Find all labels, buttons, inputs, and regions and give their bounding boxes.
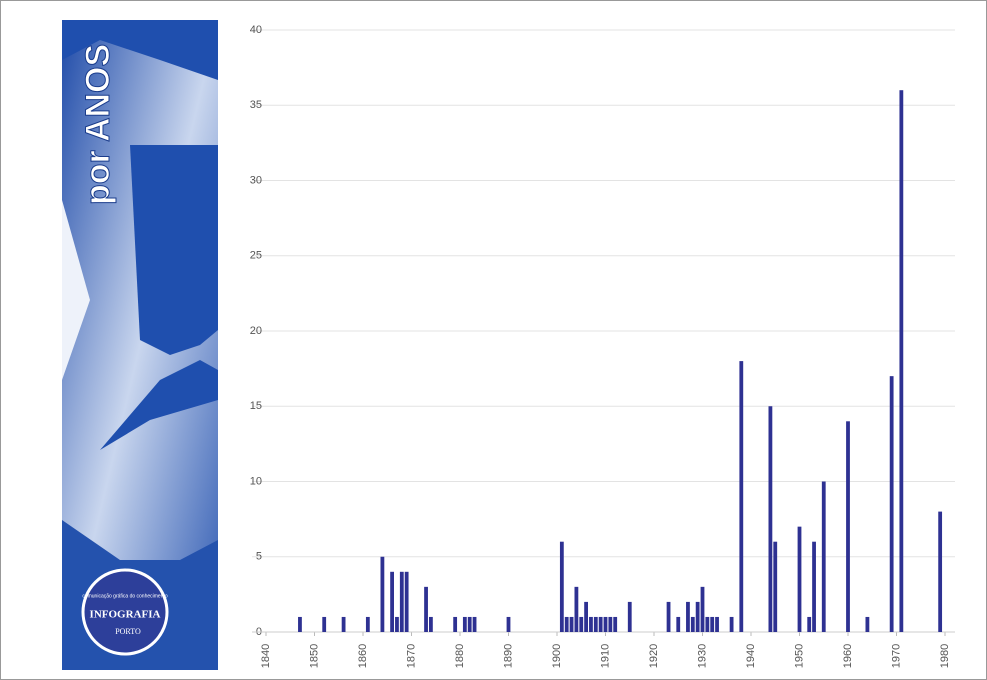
bar [715, 617, 719, 632]
bar [468, 617, 472, 632]
x-tick-label: 1860 [357, 644, 369, 668]
bar [938, 512, 942, 632]
bar [730, 617, 734, 632]
side-panel: por ANOS comunicação gráfica do conhecim… [62, 20, 218, 670]
x-tick-label: 1960 [842, 644, 854, 668]
bar [807, 617, 811, 632]
x-tick-label: 1870 [405, 644, 417, 668]
panel-shape [130, 145, 218, 355]
bar [846, 421, 850, 632]
bar [390, 572, 394, 632]
bar [560, 542, 564, 632]
x-tick-label: 1840 [260, 644, 272, 668]
bar [667, 602, 671, 632]
y-tick-label: 20 [250, 325, 262, 337]
bar [507, 617, 511, 632]
bar [773, 542, 777, 632]
bar [628, 602, 632, 632]
bar [798, 527, 802, 632]
bar [866, 617, 870, 632]
x-tick-label: 1980 [939, 644, 951, 668]
bar [599, 617, 603, 632]
bar [405, 572, 409, 632]
bar [890, 376, 894, 632]
bar [395, 617, 399, 632]
bar [424, 587, 428, 632]
bar [686, 602, 690, 632]
x-tick-label: 1950 [793, 644, 805, 668]
bar [705, 617, 709, 632]
y-tick-label: 15 [250, 400, 262, 412]
bar [613, 617, 617, 632]
bar [676, 617, 680, 632]
bar [822, 482, 826, 633]
bar [769, 406, 773, 632]
bar [463, 617, 467, 632]
bar [812, 542, 816, 632]
bar [381, 557, 385, 632]
bar [366, 617, 370, 632]
y-tick-label: 5 [256, 551, 262, 563]
bar [608, 617, 612, 632]
bar [322, 617, 326, 632]
panel-title: por ANOS [79, 44, 117, 205]
bar [899, 90, 903, 632]
x-tick-label: 1920 [648, 644, 660, 668]
bar [691, 617, 695, 632]
bar [570, 617, 574, 632]
x-tick-label: 1910 [599, 644, 611, 668]
bar [604, 617, 608, 632]
bar [298, 617, 302, 632]
x-tick-label: 1890 [502, 644, 514, 668]
badge-caption: comunicação gráfica do conhecimento [82, 593, 168, 599]
bar [473, 617, 477, 632]
bar [342, 617, 346, 632]
bar [594, 617, 598, 632]
y-tick-label: 35 [250, 99, 262, 111]
y-tick-label: 40 [250, 24, 262, 36]
bar [565, 617, 569, 632]
badge-footer: PORTO [115, 627, 141, 636]
bar [579, 617, 583, 632]
x-tick-label: 1900 [551, 644, 563, 668]
x-tick-label: 1970 [890, 644, 902, 668]
bar [453, 617, 457, 632]
bar [575, 587, 579, 632]
y-tick-label: 25 [250, 250, 262, 262]
bar [710, 617, 714, 632]
x-tick-label: 1930 [696, 644, 708, 668]
bar [400, 572, 404, 632]
badge-title: INFOGRAFIA [90, 609, 161, 621]
bar [429, 617, 433, 632]
bar [739, 361, 743, 632]
x-tick-label: 1880 [454, 644, 466, 668]
bar [696, 602, 700, 632]
x-tick-label: 1850 [308, 644, 320, 668]
x-tick-label: 1940 [745, 644, 757, 668]
y-tick-label: 10 [250, 475, 262, 487]
y-tick-label: 30 [250, 174, 262, 186]
bar [589, 617, 593, 632]
bar [701, 587, 705, 632]
bar [584, 602, 588, 632]
page: por ANOS comunicação gráfica do conhecim… [0, 0, 987, 680]
